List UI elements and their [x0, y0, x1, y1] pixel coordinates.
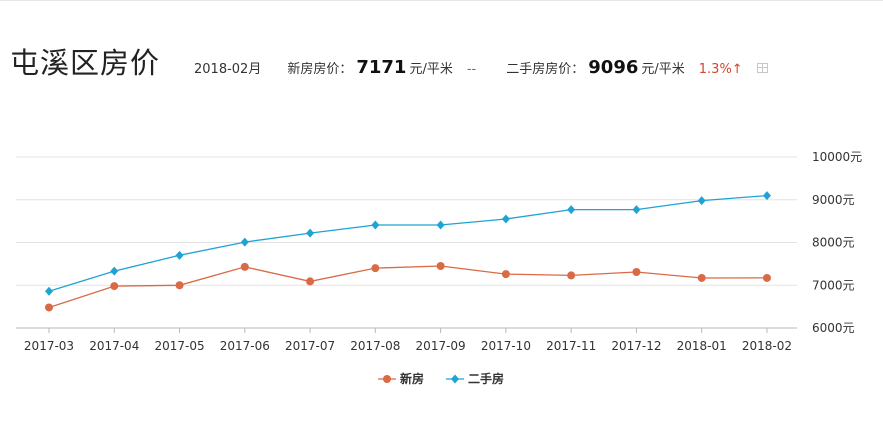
top-divider: [0, 0, 883, 1]
y-tick-label: 7000元: [812, 278, 855, 292]
page-title: 屯溪区房价: [10, 46, 161, 80]
x-tick-label: 2018-01: [677, 339, 727, 353]
data-point: [501, 214, 510, 224]
table-icon[interactable]: [756, 63, 768, 73]
x-tick-label: 2017-05: [154, 339, 204, 353]
x-tick-label: 2017-07: [285, 339, 335, 353]
new-price-label: 新房房价：: [287, 62, 353, 77]
x-tick-label: 2018-02: [742, 339, 792, 353]
x-tick-label: 2017-08: [350, 339, 400, 353]
new-price-change: --: [466, 62, 477, 77]
x-tick-label: 2017-06: [220, 339, 270, 353]
x-tick-label: 2017-11: [546, 339, 596, 353]
series-line: [48, 265, 768, 309]
y-tick-label: 8000元: [812, 236, 855, 250]
legend-label: 二手房: [468, 371, 504, 386]
data-point: [567, 205, 576, 215]
data-point: [632, 205, 641, 215]
legend-item-1[interactable]: 新房: [378, 371, 424, 386]
x-tick-label: 2017-09: [416, 339, 466, 353]
data-point: [45, 303, 53, 312]
y-tick-label: 9000元: [812, 193, 855, 207]
data-point: [175, 281, 184, 290]
price-header: 屯溪区房价 2018-02月 新房房价： 7171 元/平米 -- 二手房房价：…: [10, 40, 768, 84]
data-point: [436, 220, 445, 230]
y-tick-label: 6000元: [812, 321, 855, 335]
x-tick-label: 2017-12: [611, 339, 661, 353]
x-tick-label: 2017-04: [89, 339, 139, 353]
series-group: [45, 191, 771, 312]
x-tick-label: 2017-03: [24, 339, 74, 353]
data-point: [762, 191, 771, 201]
x-tick-label: 2017-10: [481, 339, 531, 353]
data-point: [45, 286, 53, 296]
data-point: [110, 266, 119, 276]
data-point: [175, 250, 184, 260]
data-point: [762, 273, 771, 282]
series-2: [45, 191, 771, 296]
data-point: [240, 237, 249, 247]
new-price-unit: 元/平米: [409, 62, 453, 77]
data-point: [567, 271, 576, 280]
series-1: [45, 262, 771, 312]
y-tick-label: 10000元: [812, 150, 862, 164]
legend[interactable]: 新房 二手房: [378, 371, 504, 386]
series-line: [48, 194, 768, 292]
data-point: [240, 262, 249, 271]
y-axis: 6000元 7000元 8000元 9000元 10000元: [812, 150, 862, 335]
data-point: [501, 270, 510, 279]
used-price-change: 1.3%↑: [698, 62, 743, 77]
data-point: [632, 267, 641, 276]
used-price-label: 二手房房价：: [506, 62, 585, 77]
new-price-value: 7171: [356, 57, 407, 78]
data-point: [306, 277, 315, 286]
data-point: [697, 273, 706, 282]
used-price-unit: 元/平米: [641, 62, 685, 77]
data-point: [697, 196, 706, 206]
data-point: [110, 282, 119, 291]
grid-lines: [16, 156, 797, 286]
used-price-value: 9096: [588, 57, 639, 78]
data-point: [436, 262, 445, 271]
month-label: 2018-02月: [194, 62, 262, 77]
data-point: [306, 228, 315, 238]
legend-marker: [451, 374, 459, 384]
data-point: [371, 220, 380, 230]
legend-label: 新房: [400, 371, 424, 386]
data-point: [371, 264, 380, 273]
x-axis: 2017-03 2017-04 2017-05 2017-06 2017-07 2017-…: [16, 327, 797, 353]
legend-item-2[interactable]: 二手房: [446, 371, 504, 386]
legend-marker: [383, 375, 391, 383]
